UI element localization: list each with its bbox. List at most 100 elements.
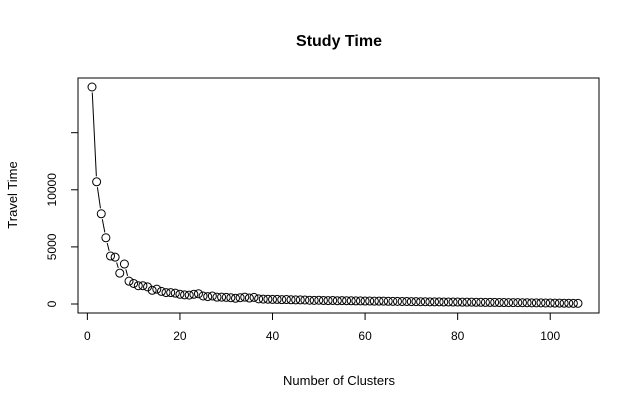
data-point bbox=[244, 293, 254, 303]
data-point bbox=[420, 297, 430, 307]
data-point bbox=[392, 296, 402, 306]
data-point bbox=[536, 298, 546, 308]
data-point bbox=[545, 298, 555, 308]
x-tick-label: 0 bbox=[84, 329, 91, 343]
data-point bbox=[328, 295, 338, 305]
series-segment bbox=[96, 187, 101, 209]
data-point bbox=[568, 298, 578, 308]
x-tick-label: 100 bbox=[540, 329, 560, 343]
plot-frame bbox=[77, 77, 600, 314]
data-point bbox=[411, 297, 421, 307]
data-point bbox=[291, 295, 301, 305]
data-point bbox=[416, 297, 426, 307]
data-point bbox=[217, 292, 227, 302]
y-tick-label: 0 bbox=[45, 300, 59, 307]
data-point bbox=[263, 294, 273, 304]
data-point bbox=[508, 298, 518, 308]
data-point bbox=[504, 298, 514, 308]
data-point bbox=[360, 296, 370, 306]
series-segment bbox=[91, 92, 97, 177]
data-point bbox=[240, 292, 250, 302]
series-segment bbox=[106, 242, 110, 251]
data-point bbox=[143, 282, 153, 292]
data-point bbox=[397, 296, 407, 306]
data-point bbox=[369, 296, 379, 306]
series-points bbox=[87, 82, 583, 308]
data-point bbox=[323, 296, 333, 306]
data-point bbox=[119, 259, 129, 269]
data-point bbox=[193, 289, 203, 299]
data-point bbox=[332, 296, 342, 306]
data-point bbox=[175, 289, 185, 299]
data-point bbox=[471, 297, 481, 307]
data-point bbox=[573, 298, 583, 308]
data-point bbox=[522, 298, 532, 308]
data-point bbox=[499, 298, 509, 308]
y-axis-label: Travel Time bbox=[5, 161, 20, 228]
data-point bbox=[342, 296, 352, 306]
data-point bbox=[457, 297, 467, 307]
chart-title: Study Time bbox=[296, 33, 382, 50]
data-point bbox=[166, 288, 176, 298]
y-tick-label: 10000 bbox=[45, 173, 59, 207]
data-point bbox=[434, 297, 444, 307]
data-point bbox=[161, 288, 171, 298]
data-point bbox=[235, 293, 245, 303]
data-point bbox=[351, 296, 361, 306]
data-point bbox=[462, 297, 472, 307]
data-point bbox=[198, 291, 208, 301]
data-point bbox=[513, 298, 523, 308]
data-point bbox=[230, 293, 240, 303]
data-point bbox=[249, 292, 259, 302]
data-point bbox=[379, 296, 389, 306]
data-point bbox=[480, 297, 490, 307]
data-point bbox=[221, 292, 231, 302]
y-tick-label: 5000 bbox=[45, 233, 59, 260]
data-point bbox=[133, 281, 143, 291]
data-point bbox=[494, 298, 504, 308]
x-tick-label: 60 bbox=[358, 329, 372, 343]
data-point bbox=[207, 291, 217, 301]
data-point bbox=[490, 297, 500, 307]
x-axis: 0 20 40 60 80 100 bbox=[84, 313, 561, 343]
data-point bbox=[138, 281, 148, 291]
data-point bbox=[448, 297, 458, 307]
data-point bbox=[443, 297, 453, 307]
data-point bbox=[115, 268, 125, 278]
data-point bbox=[281, 295, 291, 305]
data-point bbox=[258, 294, 268, 304]
data-point bbox=[485, 297, 495, 307]
x-axis-label: Number of Clusters bbox=[283, 373, 395, 388]
data-point bbox=[318, 295, 328, 305]
series-segment bbox=[101, 219, 106, 233]
data-point bbox=[527, 298, 537, 308]
y-axis: 0 5000 10000 bbox=[45, 132, 78, 307]
data-point bbox=[541, 298, 551, 308]
data-point bbox=[212, 292, 222, 302]
data-point bbox=[554, 298, 564, 308]
data-point bbox=[189, 289, 199, 299]
series-segment bbox=[125, 269, 129, 276]
data-point bbox=[309, 295, 319, 305]
data-point bbox=[286, 295, 296, 305]
data-point bbox=[564, 298, 574, 308]
x-tick-label: 40 bbox=[266, 329, 280, 343]
data-point bbox=[430, 297, 440, 307]
data-point bbox=[346, 296, 356, 306]
data-point bbox=[355, 296, 365, 306]
data-point bbox=[147, 285, 157, 295]
data-point bbox=[550, 298, 560, 308]
data-point bbox=[124, 276, 134, 286]
data-point bbox=[476, 297, 486, 307]
data-point bbox=[402, 296, 412, 306]
data-point bbox=[184, 290, 194, 300]
data-point bbox=[180, 290, 190, 300]
data-point bbox=[295, 295, 305, 305]
data-point bbox=[388, 296, 398, 306]
data-point bbox=[406, 297, 416, 307]
data-point bbox=[439, 297, 449, 307]
data-point bbox=[305, 295, 315, 305]
data-point bbox=[170, 288, 180, 298]
